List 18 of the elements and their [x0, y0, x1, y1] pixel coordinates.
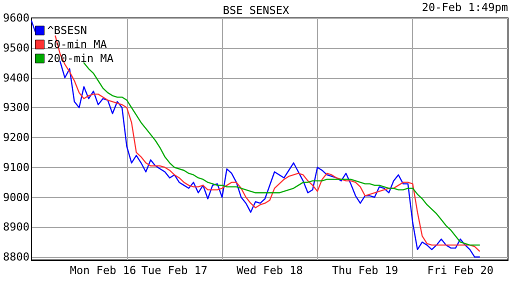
y-tick-label: 9000 [2, 190, 30, 204]
legend-label: ^BSESN [47, 24, 87, 37]
x-tick-label: Mon Feb 16 [70, 264, 136, 277]
x-tick-label: Thu Feb 19 [332, 264, 398, 277]
y-tick-label: 9500 [2, 41, 30, 54]
y-tick-label: 9100 [2, 160, 30, 174]
text: 20-Feb 1:49pm [422, 1, 508, 14]
line-series [83, 62, 480, 246]
y-tick-label: 9400 [2, 71, 30, 84]
chart-title: BSE SENSEX [222, 4, 290, 17]
x-tick-label: Fri Feb 20 [427, 264, 494, 277]
y-tick-label: 8900 [2, 220, 30, 234]
y-tick-label: 9200 [2, 131, 30, 144]
x-tick-label: Wed Feb 18 [236, 264, 303, 277]
y-tick-label: 9600 [2, 12, 30, 24]
y-tick-label: 8800 [2, 250, 30, 264]
x-tick-label: Tue Feb 17 [141, 264, 208, 277]
y-tick-label: 9300 [2, 101, 30, 114]
